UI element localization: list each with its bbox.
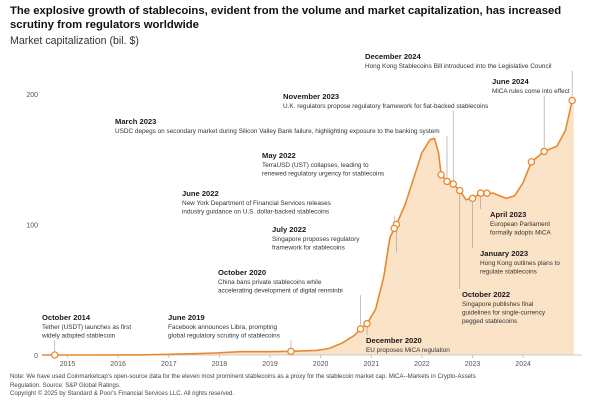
x-tick-label: 2022 [414, 361, 430, 368]
series-area [42, 100, 574, 355]
event-marker [356, 325, 365, 333]
event-marker [476, 189, 485, 197]
y-tick-label: 100 [26, 223, 38, 230]
event-marker [287, 347, 295, 356]
event-description: USDC depegs on secondary market during S… [115, 128, 440, 135]
y-tick-label: 0 [34, 353, 38, 360]
event-marker [51, 351, 59, 359]
x-tick-label: 2020 [313, 361, 329, 368]
footer-notes: Note: We have used Coinmarketcap's open-… [10, 373, 608, 399]
event-marker [390, 224, 398, 233]
event-description: New York Department of Financial Service… [182, 200, 331, 207]
event-description: European Parliament [490, 221, 550, 228]
event-heading: July 2022 [272, 225, 306, 234]
event-heading: October 2014 [42, 313, 91, 322]
event-heading: December 2020 [366, 336, 422, 345]
event-description: Tether (USDT) launches as first [42, 324, 131, 331]
x-tick-label: 2024 [515, 361, 531, 368]
event-heading: April 2023 [490, 210, 526, 219]
event-heading: March 2023 [115, 117, 156, 126]
x-tick-label: 2019 [262, 361, 278, 368]
event-description: industry guidance on U.S. dollar-backed … [182, 209, 329, 216]
event-marker [568, 96, 576, 105]
footer-note-line-1: Note: We have used Coinmarketcap's open-… [10, 373, 476, 380]
x-tick-label: 2017 [161, 361, 177, 368]
event-description: Facebook announces Libra, prompting [168, 324, 278, 331]
event-marker [527, 158, 536, 166]
event-marker [363, 319, 371, 328]
event-description: global regulatory scrutiny of stablecoin… [168, 333, 280, 340]
event-description: China bans private stablecoins while [218, 279, 322, 286]
event-description: guidelines for single-currency [462, 310, 546, 317]
y-axis-label: Market capitalization (bil. $) [10, 35, 139, 47]
event-description: U.K. regulators propose regulatory frame… [283, 103, 488, 110]
event-marker [540, 147, 548, 156]
event-description: Singapore publishes final [462, 301, 533, 308]
event-description: formally adopts MiCA [490, 230, 551, 237]
event-description: Singapore proposes regulatory [272, 236, 360, 243]
event-heading: December 2024 [365, 52, 422, 61]
event-marker [437, 171, 445, 179]
event-heading: June 2024 [492, 77, 530, 86]
event-heading: May 2022 [262, 151, 296, 160]
event-heading: November 2023 [283, 92, 339, 101]
event-description: TerraUSD (UST) collapses, leading to [262, 162, 369, 169]
event-description: MiCA rules come into effect [492, 88, 570, 95]
event-description: widely adopted stablecoin [41, 333, 116, 340]
chart-title: The explosive growth of stablecoins, evi… [10, 5, 562, 31]
footer-note-line-2: Regulation. Source: S&P Global Ratings. [10, 381, 121, 389]
event-description: Hong Kong Stablecoins Bill introduced in… [365, 63, 552, 70]
footer-copyright: Copyright © 2025 by Standard & Poor's Fi… [10, 390, 235, 398]
event-description: pegged stablecoins [462, 318, 517, 325]
event-heading: June 2019 [168, 313, 205, 322]
event-heading: June 2022 [182, 189, 219, 198]
event-marker [449, 180, 457, 188]
x-tick-label: 2016 [110, 361, 126, 368]
event-description: renewed regulatory urgency for stablecoi… [262, 171, 384, 178]
event-heading: January 2023 [480, 249, 528, 258]
event-description: Hong Kong outlines plans to [480, 260, 560, 267]
event-marker [468, 194, 477, 203]
x-tick-label: 2018 [212, 361, 228, 368]
event-description: accelerating development of digital renm… [218, 288, 343, 295]
event-description: EU proposes MiCA regulation [366, 347, 450, 354]
chart-canvas: 0 100 200 2015 2016 2017 2018 2019 2020 2021 2022 2… [26, 52, 582, 368]
event-heading: October 2022 [462, 290, 510, 299]
event-heading: October 2020 [218, 268, 266, 277]
event-description: framework for stablecoins [272, 245, 345, 252]
x-tick-label: 2023 [465, 361, 481, 368]
event-marker [443, 177, 451, 186]
series-line [42, 99, 574, 356]
event-marker [456, 186, 464, 195]
event-description: regulate stablecoins [480, 269, 537, 276]
x-tick-label: 2015 [60, 361, 76, 368]
y-tick-label: 200 [26, 92, 38, 99]
x-tick-label: 2021 [364, 361, 380, 368]
event-marker [483, 189, 491, 197]
